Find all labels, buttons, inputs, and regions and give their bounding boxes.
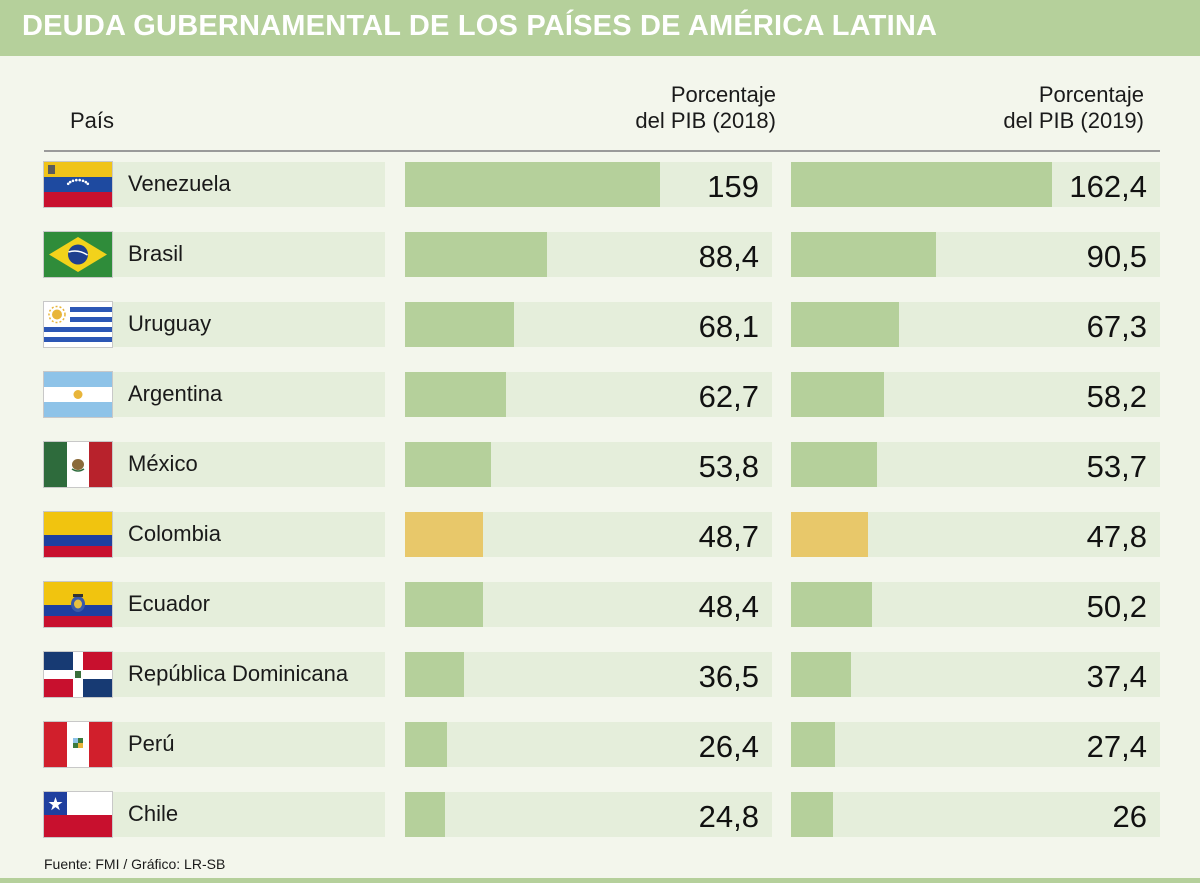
country-label: Brasil	[128, 241, 184, 266]
mexico-flag-icon	[44, 442, 112, 487]
data-label-2018: 88,4	[698, 239, 759, 274]
country-label: Perú	[128, 731, 175, 756]
data-label-2019: 58,2	[1086, 379, 1147, 414]
bar-2018	[405, 582, 483, 627]
country-label: Ecuador	[128, 591, 210, 616]
bar-2019	[791, 792, 833, 837]
bar-2018	[405, 512, 484, 557]
bar-2019	[791, 652, 851, 697]
bar-2018	[405, 372, 506, 417]
ecuador-flag-icon	[44, 582, 112, 627]
bar-2019	[791, 232, 937, 277]
data-label-2018: 48,7	[698, 519, 759, 554]
data-label-2018: 26,4	[698, 729, 759, 764]
bar-2019	[791, 372, 885, 417]
bar-track-2018	[405, 792, 772, 837]
data-label-2018: 68,1	[698, 309, 759, 344]
bar-2018	[405, 232, 547, 277]
data-label-2019: 37,4	[1086, 659, 1147, 694]
bar-2019	[791, 302, 899, 347]
chile-flag-icon	[44, 792, 112, 837]
header-2019-line2: del PIB (2019)	[1003, 108, 1144, 133]
bar-2019	[791, 162, 1052, 207]
dominican-republic-flag-icon	[44, 652, 112, 697]
data-label-2019: 162,4	[1069, 169, 1147, 204]
title-bar	[0, 0, 1200, 56]
country-label: Venezuela	[128, 171, 231, 196]
country-label: Chile	[128, 801, 179, 826]
data-label-2018: 62,7	[698, 379, 759, 414]
bar-track-2019	[791, 792, 1160, 837]
data-label-2019: 67,3	[1086, 309, 1147, 344]
bar-2018	[405, 162, 660, 207]
venezuela-flag-icon	[44, 162, 112, 207]
footer-divider	[0, 878, 1200, 883]
bar-2019	[791, 582, 872, 627]
data-label-2019: 53,7	[1086, 449, 1147, 484]
brazil-flag-icon	[44, 232, 112, 277]
data-label-2018: 159	[707, 169, 759, 204]
header-2019: Porcentaje del PIB (2019)	[930, 82, 1144, 134]
bar-2019	[791, 722, 835, 767]
bar-2018	[405, 722, 448, 767]
data-label-2019: 47,8	[1086, 519, 1147, 554]
source-note: Fuente: FMI / Gráfico: LR-SB	[44, 856, 226, 872]
header-2018: Porcentaje del PIB (2018)	[560, 82, 776, 134]
data-label-2019: 90,5	[1086, 239, 1147, 274]
data-label-2019: 27,4	[1086, 729, 1147, 764]
header-2019-line1: Porcentaje	[1038, 82, 1144, 107]
data-label-2018: 48,4	[698, 589, 759, 624]
country-label: Colombia	[128, 521, 221, 546]
chart-title: DEUDA GUBERNAMENTAL DE LOS PAÍSES DE AMÉ…	[22, 10, 938, 42]
data-label-2019: 26	[1112, 799, 1147, 834]
peru-flag-icon	[44, 722, 112, 767]
header-2018-line2: del PIB (2018)	[635, 108, 776, 133]
country-label: Argentina	[128, 381, 223, 406]
header-2018-line1: Porcentaje	[670, 82, 776, 107]
data-label-2019: 50,2	[1086, 589, 1147, 624]
bar-track-2018	[405, 652, 772, 697]
colombia-flag-icon	[44, 512, 112, 557]
bar-track-2019	[791, 722, 1160, 767]
uruguay-flag-icon	[44, 302, 112, 347]
bar-2018	[405, 442, 492, 487]
bar-2019	[791, 442, 878, 487]
data-label-2018: 36,5	[698, 659, 759, 694]
bar-2019	[791, 512, 868, 557]
bar-track-2019	[791, 652, 1160, 697]
data-label-2018: 24,8	[698, 799, 759, 834]
bar-2018	[405, 792, 445, 837]
country-label: República Dominicana	[128, 661, 349, 686]
bar-2018	[405, 652, 464, 697]
bar-2018	[405, 302, 515, 347]
header-divider	[44, 150, 1160, 152]
country-label: Uruguay	[128, 311, 212, 336]
argentina-flag-icon	[44, 372, 112, 417]
header-country: País	[70, 108, 115, 133]
country-label: México	[128, 451, 198, 476]
data-label-2018: 53,8	[698, 449, 759, 484]
bar-track-2018	[405, 722, 772, 767]
